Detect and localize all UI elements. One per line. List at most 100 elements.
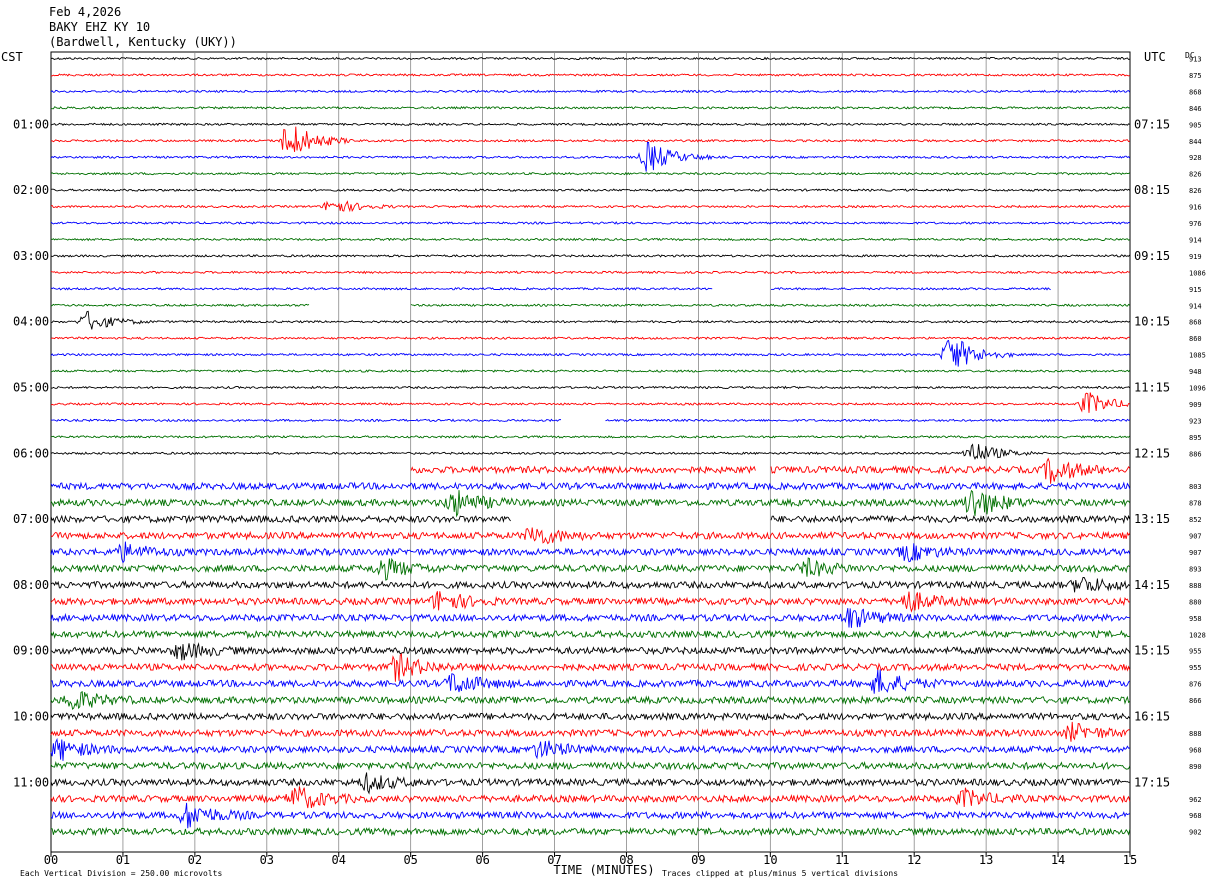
- seismic-trace: [50, 141, 1131, 172]
- dc-offset-label: 902: [1189, 829, 1202, 837]
- dc-offset-label: 914: [1189, 302, 1202, 310]
- cst-hour-label: 11:00: [13, 775, 49, 789]
- dc-offset-label: 1028: [1189, 631, 1206, 639]
- seismic-trace: [50, 591, 1130, 613]
- cst-hour-labels: 01:00 02:00 03:00 04:00 05:00 06:00 07:00 08:00…: [13, 117, 49, 789]
- seismic-trace: [50, 286, 1051, 291]
- x-tick-label: 06: [475, 853, 489, 867]
- cst-hour-label: 10:00: [13, 710, 49, 724]
- seismic-trace: [50, 221, 1130, 225]
- seismic-trace: [50, 126, 1130, 152]
- minute-gridlines: [122, 52, 1059, 852]
- x-tick-label: 01: [116, 853, 130, 867]
- dc-offset-label: 868: [1189, 319, 1202, 327]
- x-tick-label: 12: [907, 853, 921, 867]
- dc-offset-label: 888: [1189, 582, 1202, 590]
- cst-hour-label: 03:00: [13, 249, 49, 263]
- seismic-trace: [50, 122, 1131, 127]
- seismic-trace: [50, 106, 1130, 110]
- dc-offset-label: 976: [1189, 220, 1202, 228]
- trace-group: [50, 56, 1131, 837]
- seismic-trace: [50, 642, 1131, 661]
- seismic-trace: [50, 541, 1131, 564]
- cst-hour-label: 04:00: [13, 315, 49, 329]
- dc-offset-label: 915: [1189, 286, 1202, 294]
- seismic-trace: [50, 653, 1131, 682]
- x-tick-label: 09: [691, 853, 705, 867]
- utc-hour-label: 07:15: [1134, 117, 1170, 131]
- utc-hour-label: 14:15: [1134, 578, 1170, 592]
- utc-axis-label: UTC: [1144, 50, 1166, 64]
- seismic-trace: [50, 56, 1130, 61]
- x-tick-label: 04: [332, 853, 346, 867]
- dc-offset-label: 826: [1189, 171, 1202, 179]
- seismic-trace: [50, 418, 1131, 423]
- dc-offset-labels: 913 875 868 846 905 844 928 826 826 916 976 914 919 1…: [1189, 56, 1206, 837]
- x-tick-label: 08: [619, 853, 633, 867]
- dc-offset-label: 955: [1189, 648, 1202, 656]
- x-tick-label: 07: [547, 853, 561, 867]
- dc-offset-label: 846: [1189, 105, 1202, 113]
- utc-hour-label: 15:15: [1134, 644, 1170, 658]
- seismic-trace: [51, 73, 1130, 77]
- seismic-trace: [50, 786, 1131, 809]
- dc-offset-label: 914: [1189, 236, 1202, 244]
- dc-offset-label: 860: [1189, 335, 1202, 343]
- utc-hour-label: 11:15: [1134, 381, 1170, 395]
- x-axis-ticks: 00 01 02 03 04 05 06 07 08 09 10 11 12 13 14 15: [44, 852, 1137, 867]
- dc-offset-label: 875: [1189, 72, 1202, 80]
- seismic-trace: [50, 760, 1131, 771]
- dc-offset-label: 909: [1189, 401, 1202, 409]
- seismic-trace: [50, 690, 1131, 711]
- seismic-trace: [50, 310, 1131, 330]
- seismic-trace: [50, 514, 1131, 525]
- seismic-trace: [50, 171, 1131, 176]
- seismic-trace: [50, 629, 1130, 640]
- cst-axis-label: CST: [1, 50, 23, 64]
- seismic-trace: [50, 721, 1130, 742]
- seismic-trace: [410, 457, 1131, 484]
- x-tick-label: 13: [979, 853, 993, 867]
- utc-hour-label: 10:15: [1134, 315, 1170, 329]
- x-tick-label: 03: [260, 853, 274, 867]
- dc-offset-label: 826: [1189, 187, 1202, 195]
- cst-hour-label: 06:00: [13, 446, 49, 460]
- scale-note: Each Vertical Division = 250.00 microvol…: [20, 869, 222, 878]
- seismic-trace: [50, 577, 1131, 593]
- dc-offset-label: 852: [1189, 516, 1202, 524]
- dc-offset-label: 913: [1189, 56, 1202, 64]
- header-date: Feb 4,2026: [49, 5, 121, 19]
- seismic-trace: [50, 489, 1131, 518]
- dc-offset-label: 919: [1189, 253, 1202, 261]
- seismic-trace: [50, 392, 1130, 413]
- dc-offset-label: 907: [1189, 549, 1202, 557]
- dc-offset-label: 844: [1189, 138, 1202, 146]
- seismic-trace: [50, 303, 1131, 308]
- seismic-trace: [50, 557, 1131, 581]
- dc-offset-label: 916: [1189, 204, 1202, 212]
- dc-offset-label: 878: [1189, 500, 1202, 508]
- seismic-trace: [50, 608, 1130, 628]
- dc-offset-label: 928: [1189, 154, 1202, 162]
- dc-offset-label: 888: [1189, 730, 1202, 738]
- seismic-trace: [50, 527, 1131, 545]
- seismic-trace: [50, 481, 1131, 491]
- dc-offset-label: 803: [1189, 483, 1202, 491]
- dc-offset-label: 868: [1189, 88, 1202, 96]
- cst-hour-label: 01:00: [13, 117, 49, 131]
- seismic-trace: [50, 826, 1131, 837]
- x-tick-label: 15: [1123, 853, 1137, 867]
- cst-hour-label: 02:00: [13, 183, 49, 197]
- seismic-trace: [50, 200, 1130, 213]
- seismic-trace: [50, 802, 1131, 829]
- seismic-trace: [50, 336, 1130, 340]
- x-tick-label: 05: [403, 853, 417, 867]
- utc-hour-label: 12:15: [1134, 446, 1170, 460]
- seismic-trace: [50, 772, 1130, 795]
- dc-offset-label: 1085: [1189, 352, 1206, 360]
- x-tick-label: 11: [835, 853, 849, 867]
- seismic-trace: [50, 254, 1131, 258]
- dc-label: DC: [1185, 51, 1195, 60]
- x-axis-title: TIME (MINUTES): [553, 863, 654, 877]
